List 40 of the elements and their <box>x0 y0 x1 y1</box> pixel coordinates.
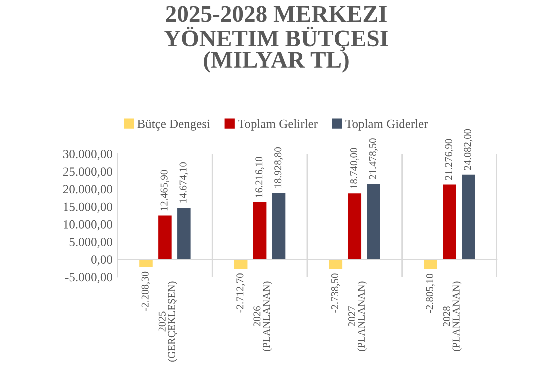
bar <box>158 216 172 260</box>
legend-label: Toplam Giderler <box>346 119 428 131</box>
bar <box>348 194 362 260</box>
bar <box>367 184 380 260</box>
x-tick-label: 2027 (PLANLANAN) <box>348 282 368 352</box>
y-tick-label: 5.000,00 <box>70 238 112 248</box>
bar <box>140 260 153 268</box>
y-tick-label: 25.000,00 <box>63 168 112 178</box>
legend-label: Bütçe Dengesi <box>138 120 210 131</box>
data-label: 21.276,90 <box>445 139 454 180</box>
bar <box>424 260 438 270</box>
bar <box>443 184 456 260</box>
y-tick-label: 30.000,00 <box>64 150 112 160</box>
y-tick-label: -5.000,00 <box>65 273 112 284</box>
data-label: 12.465,90 <box>160 170 170 211</box>
y-tick-label: 15.000,00 <box>64 202 112 214</box>
chart-title: 2025-2028 MERKEZI YÖNETIM BÜTÇESI (MILYAR TL) <box>164 6 388 73</box>
y-tick-label: 20.000,00 <box>63 185 112 196</box>
x-tick-label: 2025 (GERÇEKLEŞEN) <box>158 282 178 362</box>
bar <box>178 208 191 260</box>
bar <box>234 260 248 270</box>
x-tick-label: 2026 (PLANLANAN) <box>254 282 272 352</box>
data-label: -2.712,70 <box>236 274 246 313</box>
legend-label: Toplam Gelirler <box>238 119 318 131</box>
bar <box>253 202 267 260</box>
bar <box>272 192 286 260</box>
data-label: 14.674,10 <box>180 162 188 203</box>
data-label: 24.082,00 <box>464 129 473 170</box>
y-tick-label: 10.000,00 <box>64 220 112 231</box>
x-tick-label: 2028 (PLANLANAN) <box>443 282 462 352</box>
data-label: -2.805,10 <box>426 274 435 314</box>
bar <box>462 174 476 260</box>
data-label: -2.208,30 <box>142 272 150 312</box>
data-label: 16.216,10 <box>256 157 264 198</box>
data-label: 18.928,80 <box>274 148 284 188</box>
y-tick-label: 0,00 <box>92 256 112 266</box>
data-label: 21.478,50 <box>369 138 378 180</box>
data-label: 18.740,00 <box>350 148 359 189</box>
bar <box>329 260 343 270</box>
data-label: -2.738,50 <box>332 274 340 313</box>
